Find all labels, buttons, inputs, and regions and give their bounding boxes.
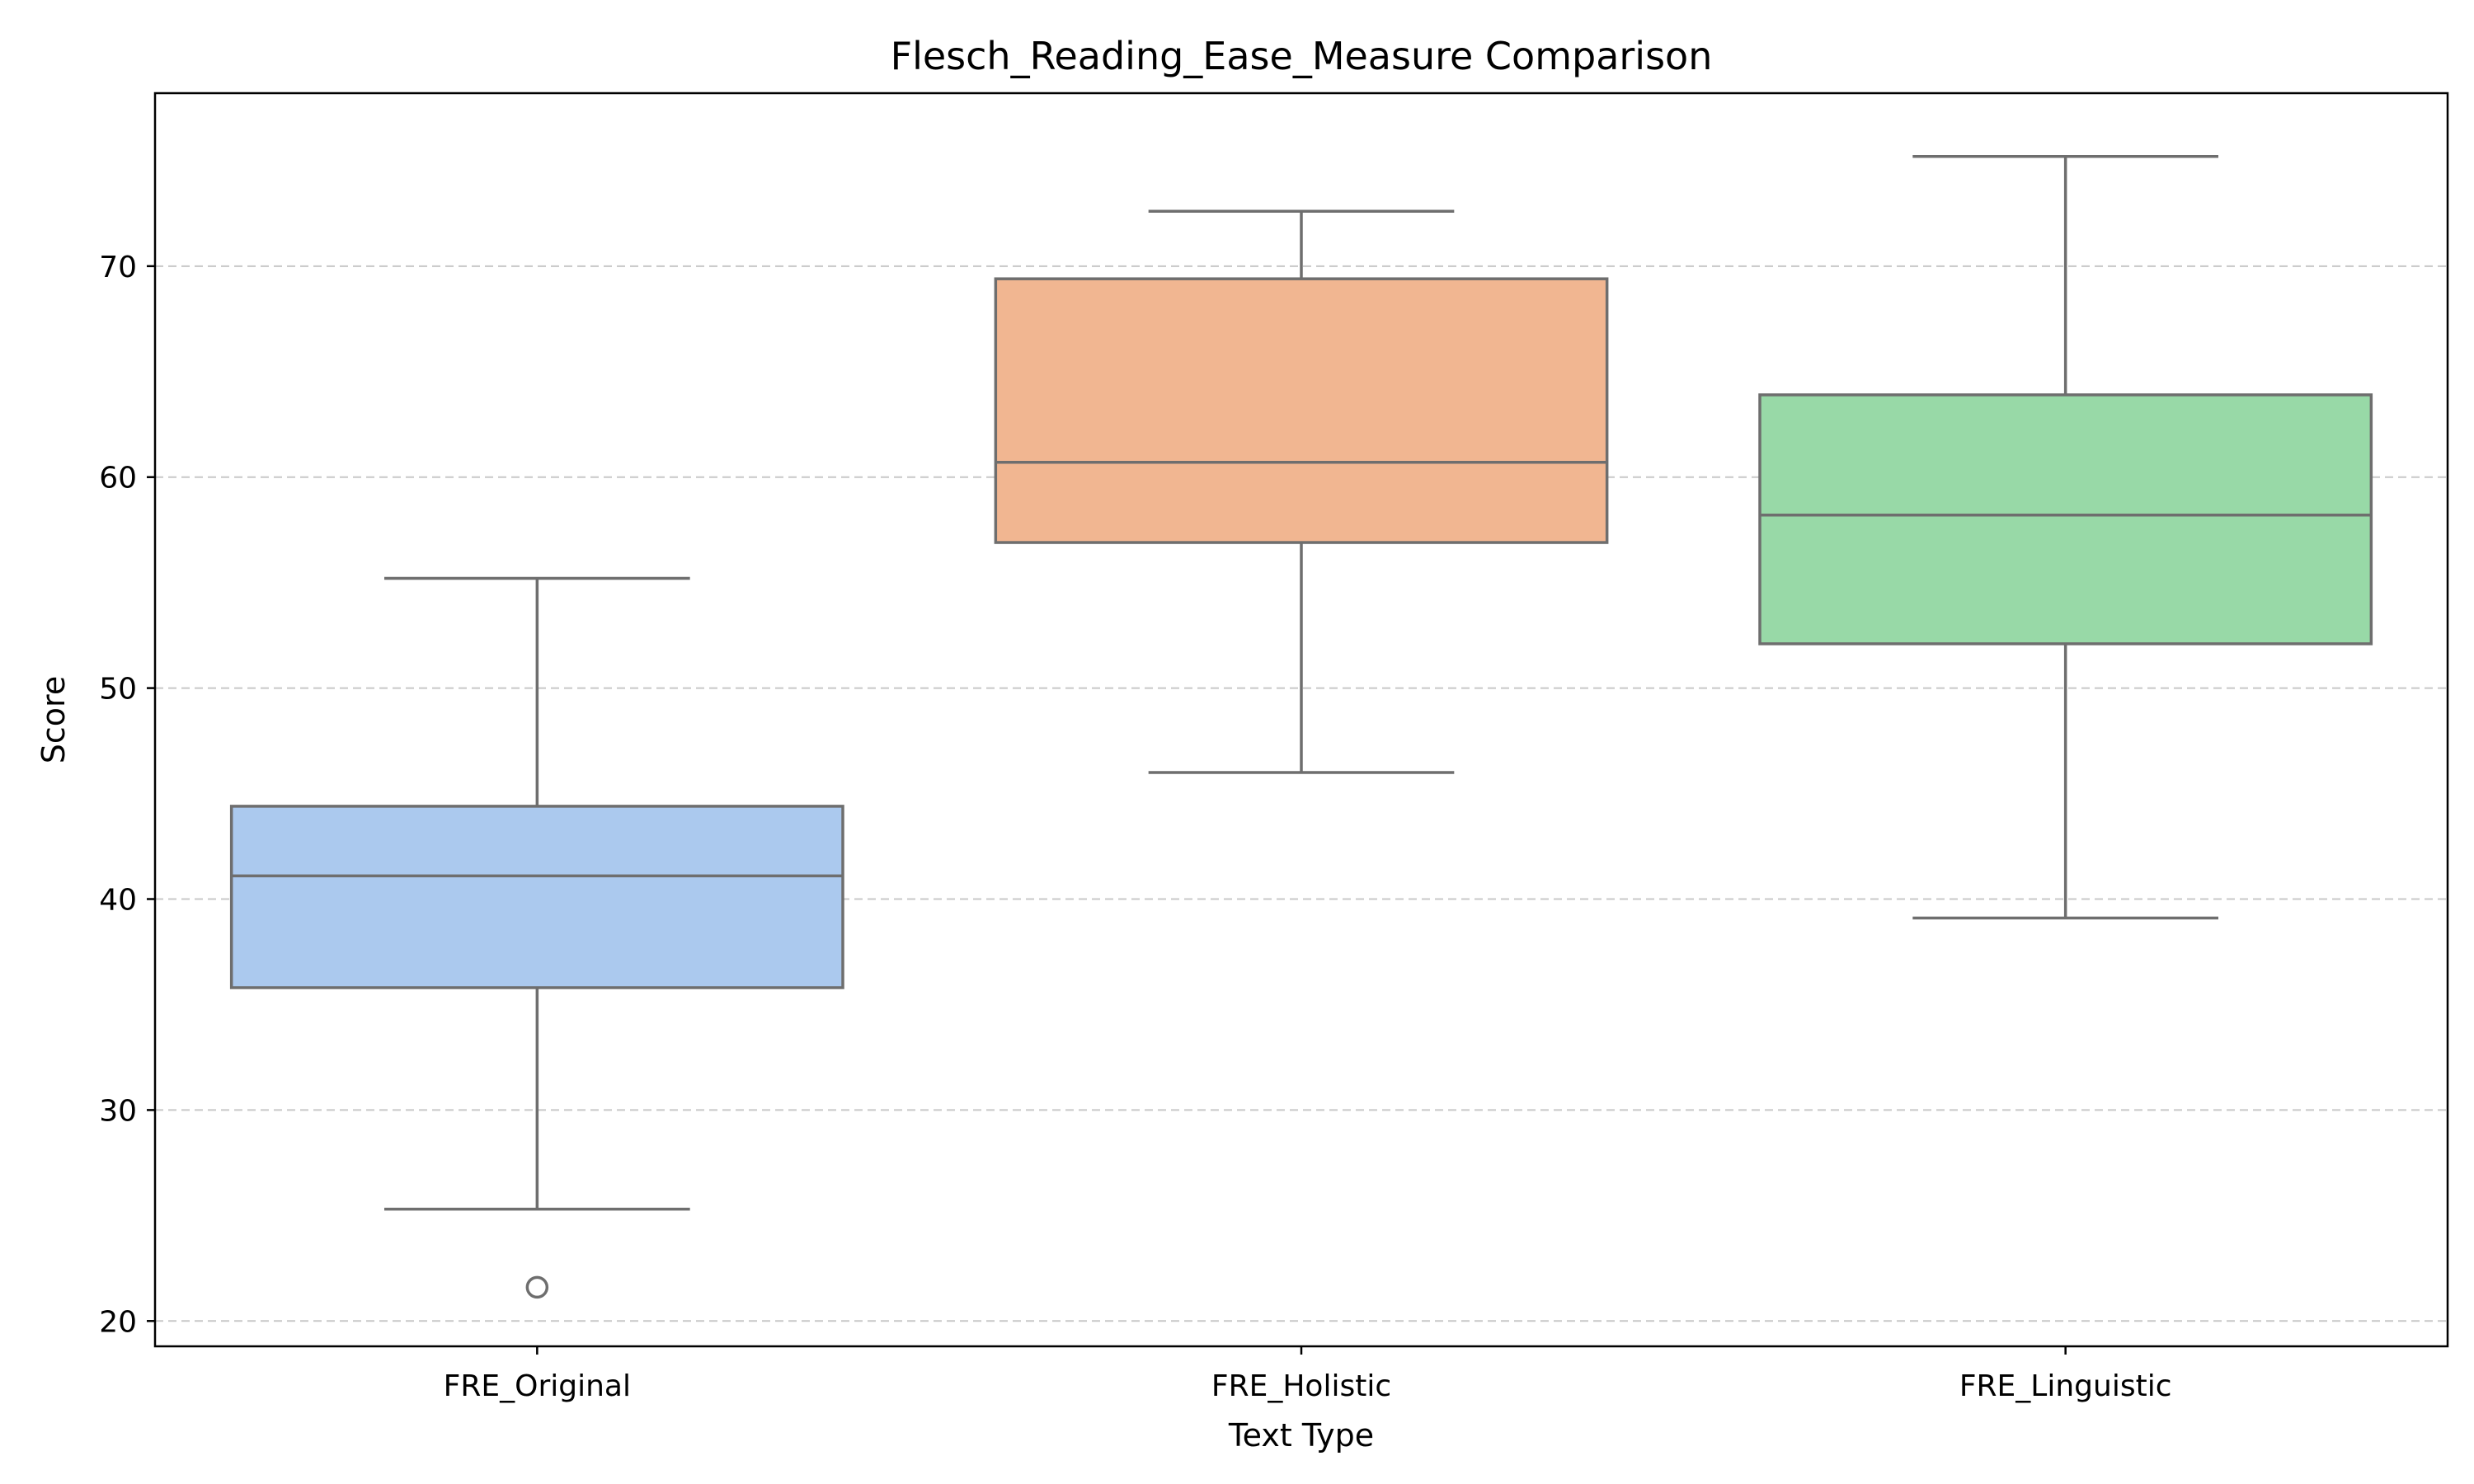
y-tick-label: 20: [99, 1305, 137, 1339]
interquartile-box: [994, 277, 1609, 544]
x-tick-label: FRE_Original: [444, 1369, 631, 1403]
box-fre-original: [229, 576, 844, 1299]
box-fre-holistic: [994, 209, 1609, 774]
outlier-point: [525, 1275, 549, 1299]
y-axis-ticks: 20 30 40 50 60 70: [99, 251, 155, 1339]
y-tick-label: 70: [99, 251, 137, 284]
x-axis-label: Text Type: [1228, 1417, 1374, 1453]
y-tick-label: 40: [99, 884, 137, 918]
y-axis-label: Score: [35, 676, 72, 763]
y-tick-label: 50: [99, 673, 137, 707]
box-fre-linguistic: [1758, 155, 2373, 920]
interquartile-box: [229, 805, 844, 989]
x-axis-ticks: FRE_Original FRE_Holistic FRE_Linguistic: [444, 1346, 2172, 1403]
interquartile-box: [1758, 393, 2373, 646]
x-tick-label: FRE_Linguistic: [1959, 1369, 2172, 1403]
x-tick-label: FRE_Holistic: [1211, 1369, 1391, 1403]
boxes: [229, 155, 2373, 1299]
y-tick-label: 60: [99, 462, 137, 495]
y-tick-label: 30: [99, 1094, 137, 1128]
chart-title: Flesch_Reading_Ease_Measure Comparison: [891, 34, 1713, 78]
